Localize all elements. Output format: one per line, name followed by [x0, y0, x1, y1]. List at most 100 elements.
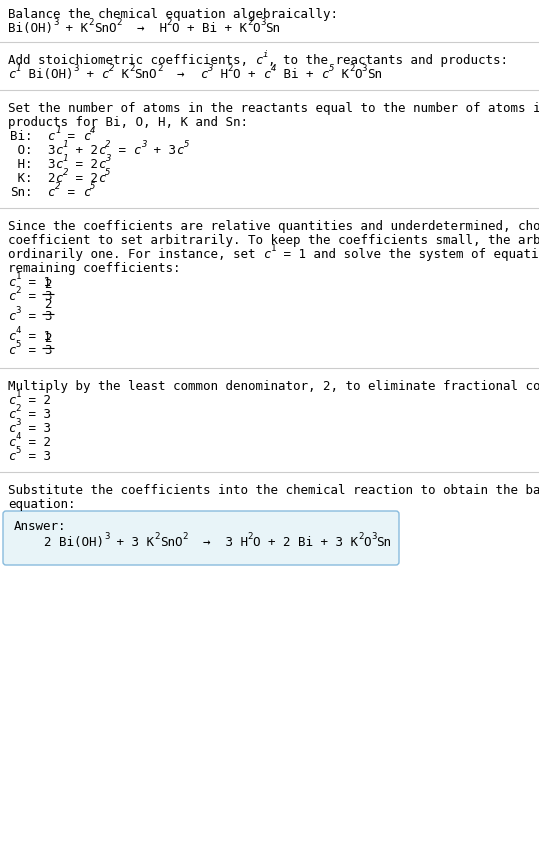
- Text: Bi +: Bi +: [276, 68, 321, 81]
- Text: i: i: [263, 50, 268, 59]
- Text: coefficient to set arbitrarily. To keep the coefficients small, the arbitrary va: coefficient to set arbitrarily. To keep …: [8, 234, 539, 247]
- Text: c: c: [55, 144, 63, 157]
- Text: SnO: SnO: [160, 536, 182, 549]
- Text: Balance the chemical equation algebraically:: Balance the chemical equation algebraica…: [8, 8, 338, 21]
- Text: 2: 2: [228, 64, 233, 73]
- Text: = 2: = 2: [68, 158, 98, 171]
- Text: c: c: [8, 276, 16, 289]
- Text: =: =: [21, 290, 43, 303]
- Text: c: c: [83, 130, 91, 143]
- Text: 2: 2: [55, 182, 60, 191]
- FancyBboxPatch shape: [3, 511, 399, 565]
- Text: = 3: = 3: [21, 422, 51, 435]
- Text: 1: 1: [55, 126, 60, 135]
- Text: 3: 3: [106, 154, 110, 163]
- Text: = 1 and solve the system of equations for the: = 1 and solve the system of equations fo…: [276, 248, 539, 261]
- Text: K:: K:: [10, 172, 32, 185]
- Text: Bi(OH): Bi(OH): [21, 68, 73, 81]
- Text: 5: 5: [106, 168, 110, 177]
- Text: c: c: [263, 248, 271, 261]
- Text: →  3 H: → 3 H: [188, 536, 247, 549]
- Text: O:: O:: [10, 144, 32, 157]
- Text: 3: 3: [362, 64, 367, 73]
- Text: 2: 2: [106, 140, 110, 149]
- Text: 1: 1: [271, 244, 276, 253]
- Text: O: O: [363, 536, 371, 549]
- Text: 5: 5: [328, 64, 334, 73]
- Text: =: =: [21, 310, 43, 323]
- Text: Bi(OH): Bi(OH): [8, 22, 53, 35]
- Text: 2: 2: [44, 298, 52, 311]
- Text: H: H: [213, 68, 228, 81]
- Text: = 2: = 2: [68, 172, 98, 185]
- Text: 1: 1: [16, 390, 21, 399]
- Text: 2: 2: [116, 18, 122, 27]
- Text: 3: 3: [16, 306, 21, 315]
- Text: 1: 1: [63, 154, 68, 163]
- Text: 3: 3: [47, 158, 55, 171]
- Text: c: c: [321, 68, 328, 81]
- Text: + 3 K: + 3 K: [109, 536, 154, 549]
- Text: 3: 3: [141, 140, 146, 149]
- Text: SnO: SnO: [135, 68, 157, 81]
- Text: c: c: [47, 186, 55, 199]
- Text: Substitute the coefficients into the chemical reaction to obtain the balanced: Substitute the coefficients into the che…: [8, 484, 539, 497]
- Text: = 3: = 3: [21, 450, 51, 463]
- Text: 3: 3: [53, 18, 58, 27]
- Text: 1: 1: [16, 272, 21, 281]
- Text: c: c: [98, 172, 106, 185]
- Text: 2: 2: [129, 64, 135, 73]
- Text: c: c: [55, 172, 63, 185]
- Text: 5: 5: [16, 446, 21, 455]
- Text: =: =: [60, 130, 83, 143]
- Text: c: c: [8, 422, 16, 435]
- Text: c: c: [101, 68, 109, 81]
- Text: + K: + K: [58, 22, 88, 35]
- Text: 2: 2: [167, 18, 172, 27]
- Text: Add stoichiometric coefficients,: Add stoichiometric coefficients,: [8, 54, 255, 67]
- Text: O: O: [354, 68, 362, 81]
- Text: 5: 5: [184, 140, 189, 149]
- Text: 5: 5: [91, 182, 96, 191]
- Text: 2: 2: [47, 172, 55, 185]
- Text: c: c: [98, 144, 106, 157]
- Text: = 1: = 1: [21, 276, 51, 289]
- Text: = 2: = 2: [21, 436, 51, 449]
- Text: c: c: [8, 330, 16, 343]
- Text: = 2: = 2: [21, 394, 51, 407]
- Text: 4: 4: [91, 126, 96, 135]
- Text: 2: 2: [109, 64, 114, 73]
- Text: O +: O +: [233, 68, 263, 81]
- Text: 4: 4: [271, 64, 276, 73]
- Text: SnO: SnO: [94, 22, 116, 35]
- Text: c: c: [176, 144, 184, 157]
- Text: =: =: [110, 144, 133, 157]
- Text: =: =: [60, 186, 83, 199]
- Text: Since the coefficients are relative quantities and underdetermined, choose a: Since the coefficients are relative quan…: [8, 220, 539, 233]
- Text: Sn: Sn: [376, 536, 391, 549]
- Text: 2: 2: [349, 64, 354, 73]
- Text: 2: 2: [16, 286, 21, 295]
- Text: c: c: [8, 68, 16, 81]
- Text: = 1: = 1: [21, 330, 51, 343]
- Text: +: +: [79, 68, 101, 81]
- Text: equation:: equation:: [8, 498, 75, 511]
- Text: 3: 3: [73, 64, 79, 73]
- Text: O + 2 Bi + 3 K: O + 2 Bi + 3 K: [253, 536, 358, 549]
- Text: 3: 3: [16, 418, 21, 427]
- Text: c: c: [83, 186, 91, 199]
- Text: 2: 2: [154, 532, 160, 541]
- Text: 3: 3: [44, 310, 52, 323]
- Text: 3: 3: [208, 64, 213, 73]
- Text: ordinarily one. For instance, set: ordinarily one. For instance, set: [8, 248, 263, 261]
- Text: c: c: [8, 450, 16, 463]
- Text: 2 Bi(OH): 2 Bi(OH): [44, 536, 104, 549]
- Text: c: c: [98, 158, 106, 171]
- Text: O: O: [252, 22, 260, 35]
- Text: c: c: [8, 344, 16, 357]
- Text: = 3: = 3: [21, 408, 51, 421]
- Text: remaining coefficients:: remaining coefficients:: [8, 262, 181, 275]
- Text: c: c: [133, 144, 141, 157]
- Text: →: →: [162, 68, 200, 81]
- Text: c: c: [8, 290, 16, 303]
